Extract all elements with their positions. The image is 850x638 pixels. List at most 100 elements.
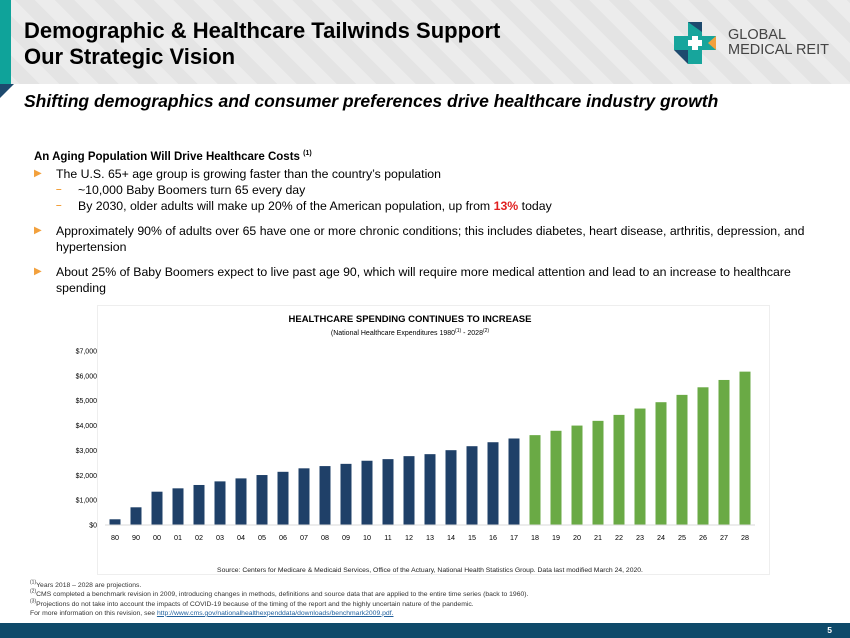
x-tick-label: 24 xyxy=(657,533,665,542)
x-tick-label: 80 xyxy=(111,533,119,542)
y-tick-label: $3,000 xyxy=(76,448,98,455)
x-tick-label: 15 xyxy=(468,533,476,542)
projected-bar-28 xyxy=(739,371,751,525)
historical-bar-10 xyxy=(361,460,373,525)
x-tick-label: 14 xyxy=(447,533,455,542)
x-tick-label: 26 xyxy=(699,533,707,542)
historical-bar-12 xyxy=(403,456,415,525)
chart-subtitle: (National Healthcare Expenditures 1980(1… xyxy=(331,328,490,337)
logo-cross-icon xyxy=(674,22,716,64)
historical-bar-03 xyxy=(214,481,226,525)
projected-bar-27 xyxy=(718,379,730,525)
footnote-ref: (1) xyxy=(303,150,312,158)
title-line-2: Our Strategic Vision xyxy=(24,44,236,69)
y-tick-label: $6,000 xyxy=(76,373,98,380)
y-tick-label: $7,000 xyxy=(76,349,98,356)
projected-bar-20 xyxy=(571,425,583,525)
historical-bar-13 xyxy=(424,454,436,525)
x-tick-label: 23 xyxy=(636,533,644,542)
x-tick-label: 22 xyxy=(615,533,623,542)
x-tick-label: 03 xyxy=(216,533,224,542)
bullet-item: ▶ The U.S. 65+ age group is growing fast… xyxy=(34,166,834,214)
footnote-2: (2)CMS completed a benchmark revision in… xyxy=(30,589,529,599)
footnote-1: (1)Years 2018 – 2028 are projections. xyxy=(30,579,142,589)
x-tick-label: 16 xyxy=(489,533,497,542)
bullet-text: The U.S. 65+ age group is growing faster… xyxy=(56,167,441,181)
historical-bar-80 xyxy=(109,519,121,525)
x-tick-label: 21 xyxy=(594,533,602,542)
y-tick-label: $2,000 xyxy=(76,473,98,480)
footnote-3: (3)Projections do not take into account … xyxy=(30,598,474,608)
title-line-1: Demographic & Healthcare Tailwinds Suppo… xyxy=(24,18,501,43)
x-tick-label: 18 xyxy=(531,533,539,542)
x-tick-label: 25 xyxy=(678,533,686,542)
x-tick-label: 04 xyxy=(237,533,245,542)
projected-bar-24 xyxy=(655,402,667,525)
historical-bar-11 xyxy=(382,459,394,525)
historical-bar-90 xyxy=(130,507,142,525)
x-tick-label: 10 xyxy=(363,533,371,542)
logo-text-1: GLOBAL xyxy=(728,27,787,43)
x-tick-label: 02 xyxy=(195,533,203,542)
historical-bar-08 xyxy=(319,466,331,525)
sub-bullet-text-end: today xyxy=(518,199,552,213)
historical-bar-02 xyxy=(193,484,205,525)
sub-bullet-text: By 2030, older adults will make up 20% o… xyxy=(78,199,494,213)
x-tick-label: 13 xyxy=(426,533,434,542)
arrow-bullet-icon: ▶ xyxy=(34,168,42,179)
more-info: For more information on this revision, s… xyxy=(30,609,394,617)
bullet-list: ▶ The U.S. 65+ age group is growing fast… xyxy=(34,166,834,296)
bullet-item: ▶ About 25% of Baby Boomers expect to li… xyxy=(34,264,834,296)
x-tick-label: 17 xyxy=(510,533,518,542)
company-logo: GLOBAL MEDICAL REIT xyxy=(672,20,829,66)
x-tick-label: 09 xyxy=(342,533,350,542)
page-title: Demographic & Healthcare Tailwinds Suppo… xyxy=(24,18,500,70)
chart-title: HEALTHCARE SPENDING CONTINUES TO INCREAS… xyxy=(289,314,532,325)
sub-bullet-text: ~10,000 Baby Boomers turn 65 every day xyxy=(78,183,306,197)
highlight-percent: 13% xyxy=(493,199,519,213)
x-tick-label: 05 xyxy=(258,533,266,542)
section-title: An Aging Population Will Drive Healthcar… xyxy=(34,151,300,163)
page-number: 5 xyxy=(827,625,832,635)
cms-link[interactable]: http://www.cms.gov/nationalhealthexpendd… xyxy=(156,609,394,617)
historical-bar-01 xyxy=(172,488,184,525)
sub-bullet: – ~10,000 Baby Boomers turn 65 every day xyxy=(56,182,834,198)
y-tick-label: $1,000 xyxy=(76,498,98,505)
x-tick-label: 01 xyxy=(174,533,182,542)
x-tick-label: 06 xyxy=(279,533,287,542)
footnotes: (1)Years 2018 – 2028 are projections. (2… xyxy=(30,579,529,618)
x-tick-label: 12 xyxy=(405,533,413,542)
x-tick-label: 07 xyxy=(300,533,308,542)
sub-bullet: – By 2030, older adults will make up 20% … xyxy=(56,198,834,214)
slide-subtitle: Shifting demographics and consumer prefe… xyxy=(24,91,719,111)
historical-bar-06 xyxy=(277,471,289,525)
historical-bar-17 xyxy=(508,438,520,525)
x-tick-label: 90 xyxy=(132,533,140,542)
x-tick-label: 11 xyxy=(384,533,391,542)
projected-bar-23 xyxy=(634,408,646,525)
chart-source: Source: Centers for Medicare & Medicaid … xyxy=(217,567,643,574)
x-tick-label: 19 xyxy=(552,533,560,542)
historical-bar-00 xyxy=(151,491,163,525)
x-tick-label: 28 xyxy=(741,533,749,542)
bullet-item: ▶ Approximately 90% of adults over 65 ha… xyxy=(34,223,834,255)
projected-bar-22 xyxy=(613,414,625,525)
y-tick-label: $0 xyxy=(89,523,97,530)
bullet-text: About 25% of Baby Boomers expect to live… xyxy=(56,265,791,295)
projected-bar-25 xyxy=(676,394,688,525)
footer-bar: 5 xyxy=(0,623,850,638)
y-tick-label: $4,000 xyxy=(76,423,98,430)
projected-bar-18 xyxy=(529,435,541,525)
historical-bar-04 xyxy=(235,478,247,525)
historical-bar-16 xyxy=(487,442,499,525)
y-tick-label: $5,000 xyxy=(76,398,98,405)
historical-bar-14 xyxy=(445,450,457,525)
historical-bar-07 xyxy=(298,468,310,525)
x-tick-label: 08 xyxy=(321,533,329,542)
x-tick-label: 00 xyxy=(153,533,161,542)
projected-bar-21 xyxy=(592,420,604,525)
arrow-bullet-icon: ▶ xyxy=(34,266,42,277)
historical-bar-09 xyxy=(340,463,352,525)
historical-bar-15 xyxy=(466,446,478,525)
